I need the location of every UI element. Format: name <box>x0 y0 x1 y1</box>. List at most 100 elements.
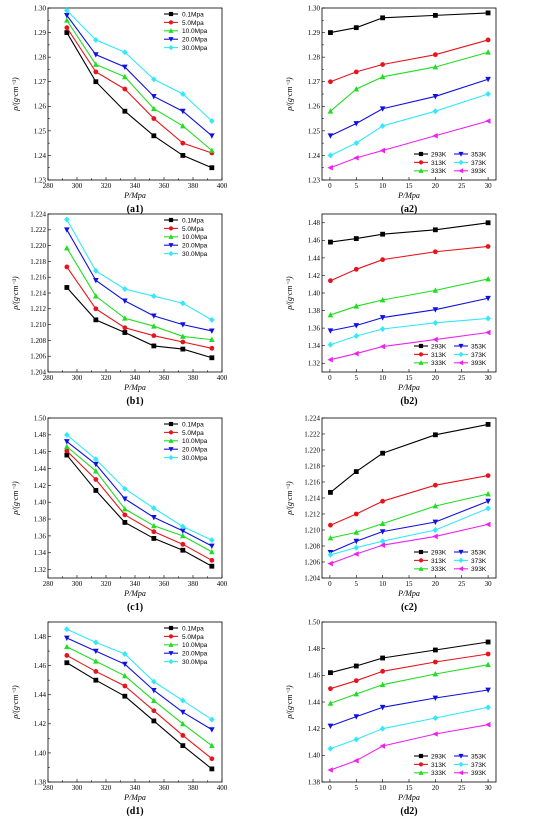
x-tick-label: 20 <box>432 580 440 588</box>
y-tick-label: 1.212 <box>304 510 320 518</box>
plot-frame <box>321 621 497 783</box>
data-point <box>93 79 99 85</box>
data-point <box>151 323 157 329</box>
data-point <box>432 731 438 737</box>
x-tick-label: 320 <box>101 374 112 382</box>
series-20.0Mpa <box>64 227 215 334</box>
y-tick-label: 1.46 <box>308 237 321 245</box>
x-tick-label: 300 <box>72 784 83 792</box>
legend-marker <box>458 761 464 768</box>
data-point <box>151 678 157 685</box>
panel-label: (d2) <box>400 806 417 817</box>
data-point <box>328 278 333 284</box>
data-point <box>64 626 70 633</box>
legend-marker <box>458 151 464 157</box>
chart-panel-a1: 280 300 320 340 360 380 400 1.23 1.24 1.25 1.26 1.2… <box>11 4 228 215</box>
series-393K <box>327 521 491 567</box>
data-point <box>379 542 386 548</box>
chart-panel-c1: 280 300 320 340 360 380 400 1.32 1.34 1.36 1.38 1.4… <box>11 414 228 613</box>
y-tick-label: 1.24 <box>34 152 47 160</box>
x-tick-label: 15 <box>406 374 414 382</box>
data-point <box>209 766 215 772</box>
legend-label: 10.0Mpa <box>182 642 208 649</box>
legend-marker <box>418 168 424 173</box>
x-tick-label: 20 <box>432 374 440 382</box>
y-tick-label: 1.216 <box>30 274 46 282</box>
x-axis-label: P/Mpa <box>397 589 420 598</box>
series-353K <box>327 295 491 334</box>
legend-label: 393K <box>471 168 487 175</box>
legend-marker <box>458 770 464 776</box>
legend-marker <box>458 168 464 174</box>
data-point <box>180 300 186 307</box>
legend-label: 373K <box>471 558 487 565</box>
y-tick-label: 1.46 <box>308 672 321 680</box>
data-point <box>432 519 439 525</box>
data-point <box>432 527 439 533</box>
data-point <box>432 533 438 540</box>
data-point <box>432 94 439 100</box>
legend-marker <box>168 658 174 665</box>
data-point <box>209 537 215 544</box>
y-tick-label: 1.25 <box>34 127 47 135</box>
data-point <box>380 257 386 263</box>
series-293K <box>328 10 491 35</box>
series-line <box>66 287 213 359</box>
data-point <box>180 720 186 727</box>
data-point <box>327 164 333 171</box>
data-point <box>485 651 491 657</box>
series-line <box>66 654 213 760</box>
panel-label: (d1) <box>126 806 143 817</box>
data-point <box>64 653 70 658</box>
data-point <box>328 490 333 495</box>
data-point <box>122 64 128 70</box>
series-10.0Mpa <box>64 643 215 749</box>
data-point <box>93 648 99 655</box>
x-tick-label: 320 <box>101 784 112 792</box>
data-point <box>93 69 99 75</box>
data-point <box>379 538 386 545</box>
data-point <box>353 25 359 31</box>
data-point <box>432 52 438 58</box>
y-axis-label: ρ/(g·cm⁻³) <box>11 685 20 720</box>
data-point <box>432 695 439 701</box>
legend-label: 5.0Mpa <box>182 430 204 437</box>
x-tick-label: 25 <box>458 580 466 588</box>
data-point <box>379 106 386 112</box>
data-point <box>93 461 99 468</box>
x-tick-label: 25 <box>458 374 466 382</box>
data-point <box>432 482 438 488</box>
data-point <box>64 285 70 290</box>
data-point <box>379 325 386 332</box>
legend-label: 10.0Mpa <box>182 28 208 35</box>
legend-label: 0.1Mpa <box>182 217 204 224</box>
data-point <box>353 155 359 161</box>
y-tick-label: 1.50 <box>308 618 321 626</box>
x-tick-label: 10 <box>379 784 387 792</box>
series-5.0Mpa <box>64 448 215 563</box>
data-point <box>64 17 70 23</box>
legend-label: 353K <box>471 549 487 556</box>
data-point <box>327 341 334 348</box>
series-333K <box>327 491 491 541</box>
legend: 293K 353K 313K 373K 333K 393K <box>414 753 487 777</box>
x-tick-label: 300 <box>72 374 83 382</box>
legend-marker <box>168 634 174 639</box>
data-point <box>64 227 70 233</box>
data-point <box>353 551 359 557</box>
legend-marker <box>418 352 424 357</box>
plot-frame <box>321 213 497 373</box>
series-line <box>66 229 212 332</box>
y-tick-label: 1.220 <box>304 446 320 454</box>
y-tick-label: 1.220 <box>30 242 46 250</box>
data-point <box>485 220 491 226</box>
x-tick-label: 5 <box>355 182 359 190</box>
legend-label: 353K <box>471 753 487 760</box>
data-point <box>93 477 99 482</box>
legend-label: 5.0Mpa <box>182 634 204 641</box>
data-point <box>180 339 186 345</box>
data-point <box>64 635 70 641</box>
y-tick-label: 1.44 <box>308 254 321 262</box>
y-tick-label: 1.214 <box>304 494 320 502</box>
